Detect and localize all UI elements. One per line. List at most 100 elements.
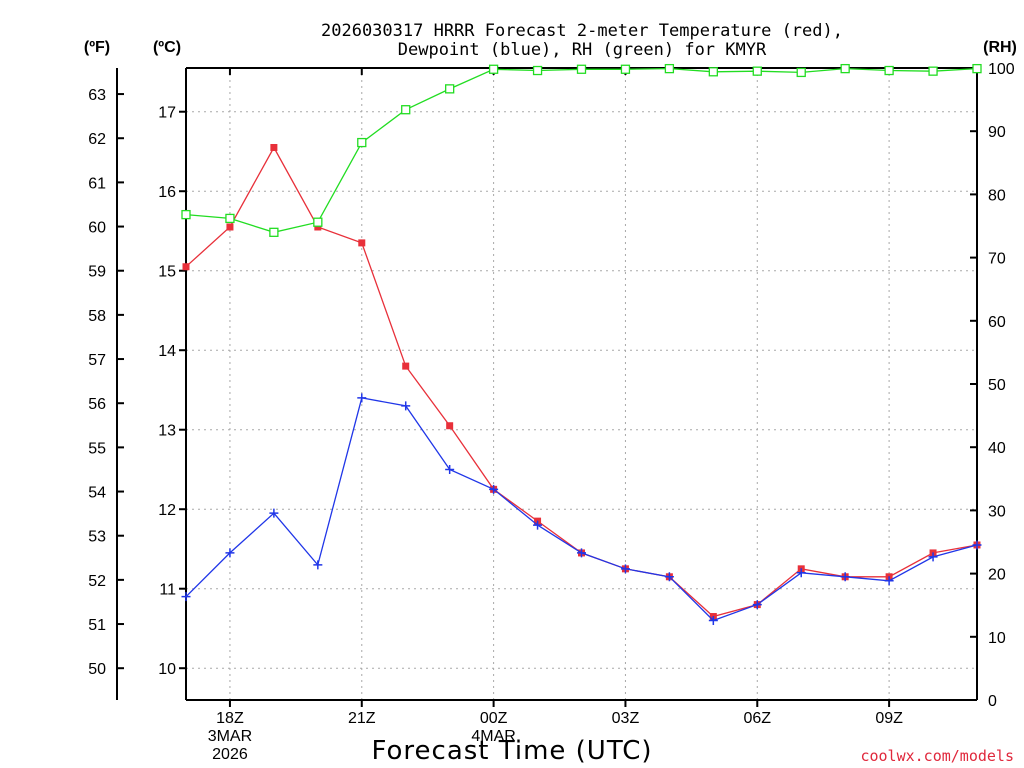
rh-point: [884, 65, 894, 76]
credit-label: coolwx.com/models: [860, 747, 1014, 765]
dewpoint-point: [313, 560, 323, 570]
x-tick-label: 09Z: [875, 710, 903, 727]
temperature-point: [446, 422, 454, 430]
rh-tick-label: 100: [988, 61, 1015, 78]
fahrenheit-tick-label: 53: [88, 529, 106, 546]
dewpoint-point: [489, 484, 499, 494]
fahrenheit-tick-label: 62: [88, 131, 106, 148]
series-line: [185, 67, 978, 233]
rh-tick-label: 90: [988, 124, 1006, 141]
dewpoint-point: [752, 600, 762, 610]
rh-point: [401, 105, 411, 115]
celsius-tick-label: 15: [158, 264, 176, 281]
fahrenheit-tick-label: 63: [88, 87, 106, 104]
rh-point: [752, 66, 762, 76]
dewpoint-point: [357, 393, 367, 403]
rh-tick-label: 20: [988, 567, 1006, 584]
x-axis-label: Forecast Time (UTC): [371, 736, 652, 766]
dewpoint-point: [796, 568, 806, 578]
dewpoint-point: [972, 540, 982, 550]
data-series: [181, 63, 982, 626]
temperature-point: [270, 143, 278, 151]
dewpoint-point: [577, 548, 586, 558]
fahrenheit-tick-label: 50: [88, 661, 106, 678]
x-tick-label: 21Z: [348, 710, 376, 727]
temperature-point: [402, 362, 410, 370]
fahrenheit-tick-label: 59: [88, 264, 106, 281]
rh-point: [313, 217, 323, 227]
x-tick-label: 00Z: [480, 710, 508, 727]
fahrenheit-tick-label: 56: [88, 396, 106, 413]
x-tick-label: 2026: [212, 746, 248, 763]
fahrenheit-tick-label: 57: [88, 352, 106, 369]
fahrenheit-tick-label: 55: [88, 440, 106, 457]
rh-point: [357, 137, 367, 148]
fahrenheit-tick-label: 52: [88, 573, 106, 590]
dewpoint-point: [401, 401, 411, 411]
celsius-tick-label: 17: [158, 105, 176, 122]
dewpoint-point: [928, 552, 938, 562]
celsius-tick-label: 11: [159, 582, 176, 599]
rh-tick-label: 50: [988, 377, 1006, 394]
fahrenheit-tick-label: 61: [88, 175, 106, 192]
dewpoint-point: [620, 564, 630, 574]
chart-title-line2: Dewpoint (blue), RH (green) for KMYR: [398, 40, 767, 60]
rh-point: [269, 227, 279, 237]
fahrenheit-tick-label: 51: [88, 617, 106, 634]
x-tick-label: 4MAR: [471, 728, 515, 745]
rh-tick-label: 70: [988, 251, 1006, 268]
rh-unit-label: (RH): [983, 39, 1017, 56]
series-line: [185, 146, 978, 618]
celsius-tick-label: 12: [158, 502, 176, 519]
celsius-tick-label: 13: [158, 423, 176, 440]
fahrenheit-tick-label: 54: [88, 485, 106, 502]
rh-point: [796, 67, 806, 78]
rh-point: [576, 64, 587, 74]
rh-tick-label: 0: [988, 693, 997, 710]
temperature-point: [358, 239, 366, 247]
rh-point: [972, 63, 982, 74]
rh-point: [488, 64, 499, 74]
grid-lines: [186, 68, 977, 700]
dewpoint-point: [708, 616, 718, 626]
rh-point: [445, 84, 455, 94]
fahrenheit-tick-label: 60: [88, 220, 106, 237]
x-tick-label: 3MAR: [208, 728, 252, 745]
fahrenheit-unit-label: (ºF): [84, 39, 110, 56]
dewpoint-point: [181, 592, 191, 602]
x-tick-label: 18Z: [216, 710, 244, 727]
rh-point: [181, 209, 191, 220]
x-tick-label: 03Z: [612, 710, 640, 727]
dewpoint-point: [533, 520, 543, 530]
rh-point: [532, 65, 543, 76]
rh-point: [928, 66, 938, 76]
temperature-point: [182, 263, 190, 271]
rh-point: [620, 64, 631, 74]
dewpoint-point: [884, 576, 894, 586]
x-tick-label: 06Z: [743, 710, 771, 727]
chart-title-line1: 2026030317 HRRR Forecast 2-meter Tempera…: [321, 21, 843, 41]
celsius-tick-label: 10: [158, 661, 176, 678]
rh-point: [225, 213, 235, 224]
temperature-point: [226, 223, 234, 231]
rh-point: [708, 67, 718, 77]
dewpoint-point: [445, 464, 455, 474]
dewpoint-point: [225, 548, 235, 558]
dewpoint-point: [840, 572, 850, 582]
celsius-tick-label: 16: [158, 184, 176, 201]
celsius-unit-label: (ºC): [153, 39, 181, 56]
rh-point: [664, 63, 675, 74]
rh-tick-label: 30: [988, 503, 1006, 520]
rh-tick-label: 60: [988, 314, 1006, 331]
celsius-tick-label: 14: [158, 343, 176, 360]
rh-tick-label: 80: [988, 187, 1006, 204]
rh-point: [840, 63, 850, 74]
rh-tick-label: 10: [988, 630, 1006, 647]
dewpoint-point: [664, 572, 674, 582]
temperature-point: [314, 223, 322, 231]
dewpoint-point: [269, 508, 279, 518]
rh-tick-label: 40: [988, 440, 1006, 457]
axes: 10 11 12 13 14 15 16 17 50 51 52 53 54 55 56 57 58 59 60 61…: [88, 61, 1015, 763]
fahrenheit-tick-label: 58: [88, 308, 106, 325]
